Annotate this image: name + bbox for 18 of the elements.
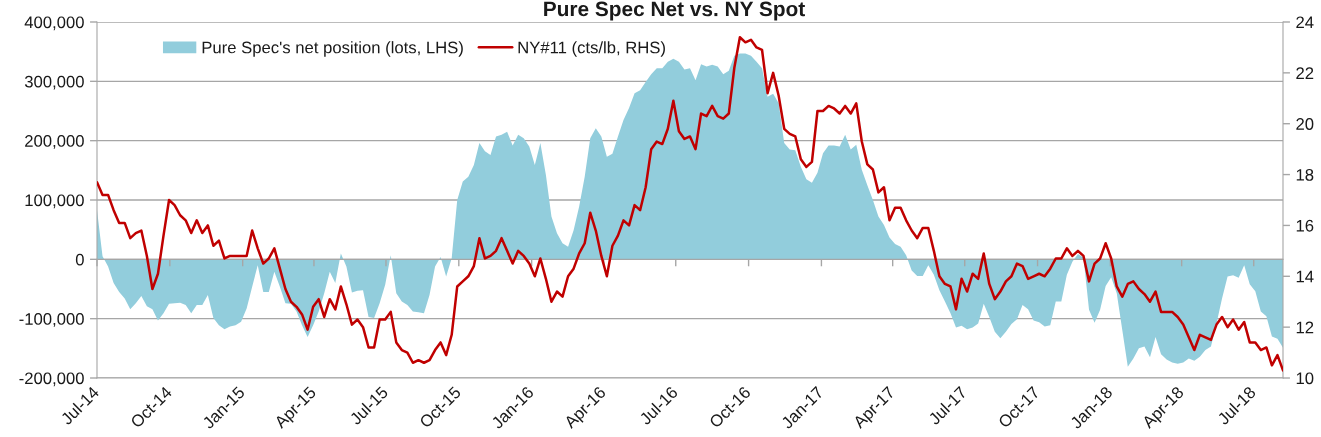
y2-tick-label: 12: [1296, 321, 1314, 334]
y2-tick-label: 24: [1296, 16, 1314, 29]
legend-label: NY#11 (cts/lb, RHS): [518, 41, 665, 57]
chart-title: Pure Spec Net vs. NY Spot: [544, 1, 805, 21]
legend-label: Pure Spec's net position (lots, LHS): [202, 41, 463, 57]
y-tick-label: -200,000: [19, 372, 84, 387]
y-tick-label: 300,000: [24, 75, 84, 90]
y2-tick-label: 22: [1296, 67, 1314, 79]
y-tick-label: 0: [75, 253, 84, 266]
y2-tick-label: 14: [1296, 270, 1314, 283]
y-tick-label: 200,000: [25, 135, 84, 149]
y-tick-label: 100,000: [25, 194, 84, 209]
y2-tick-label: 20: [1296, 118, 1314, 130]
y-tick-label: -100,000: [19, 313, 84, 327]
y2-tick-label: 18: [1296, 168, 1314, 181]
y2-tick-label: 10: [1296, 372, 1314, 385]
y2-tick-label: 16: [1296, 219, 1314, 232]
y-tick-label: 400,000: [24, 16, 84, 31]
